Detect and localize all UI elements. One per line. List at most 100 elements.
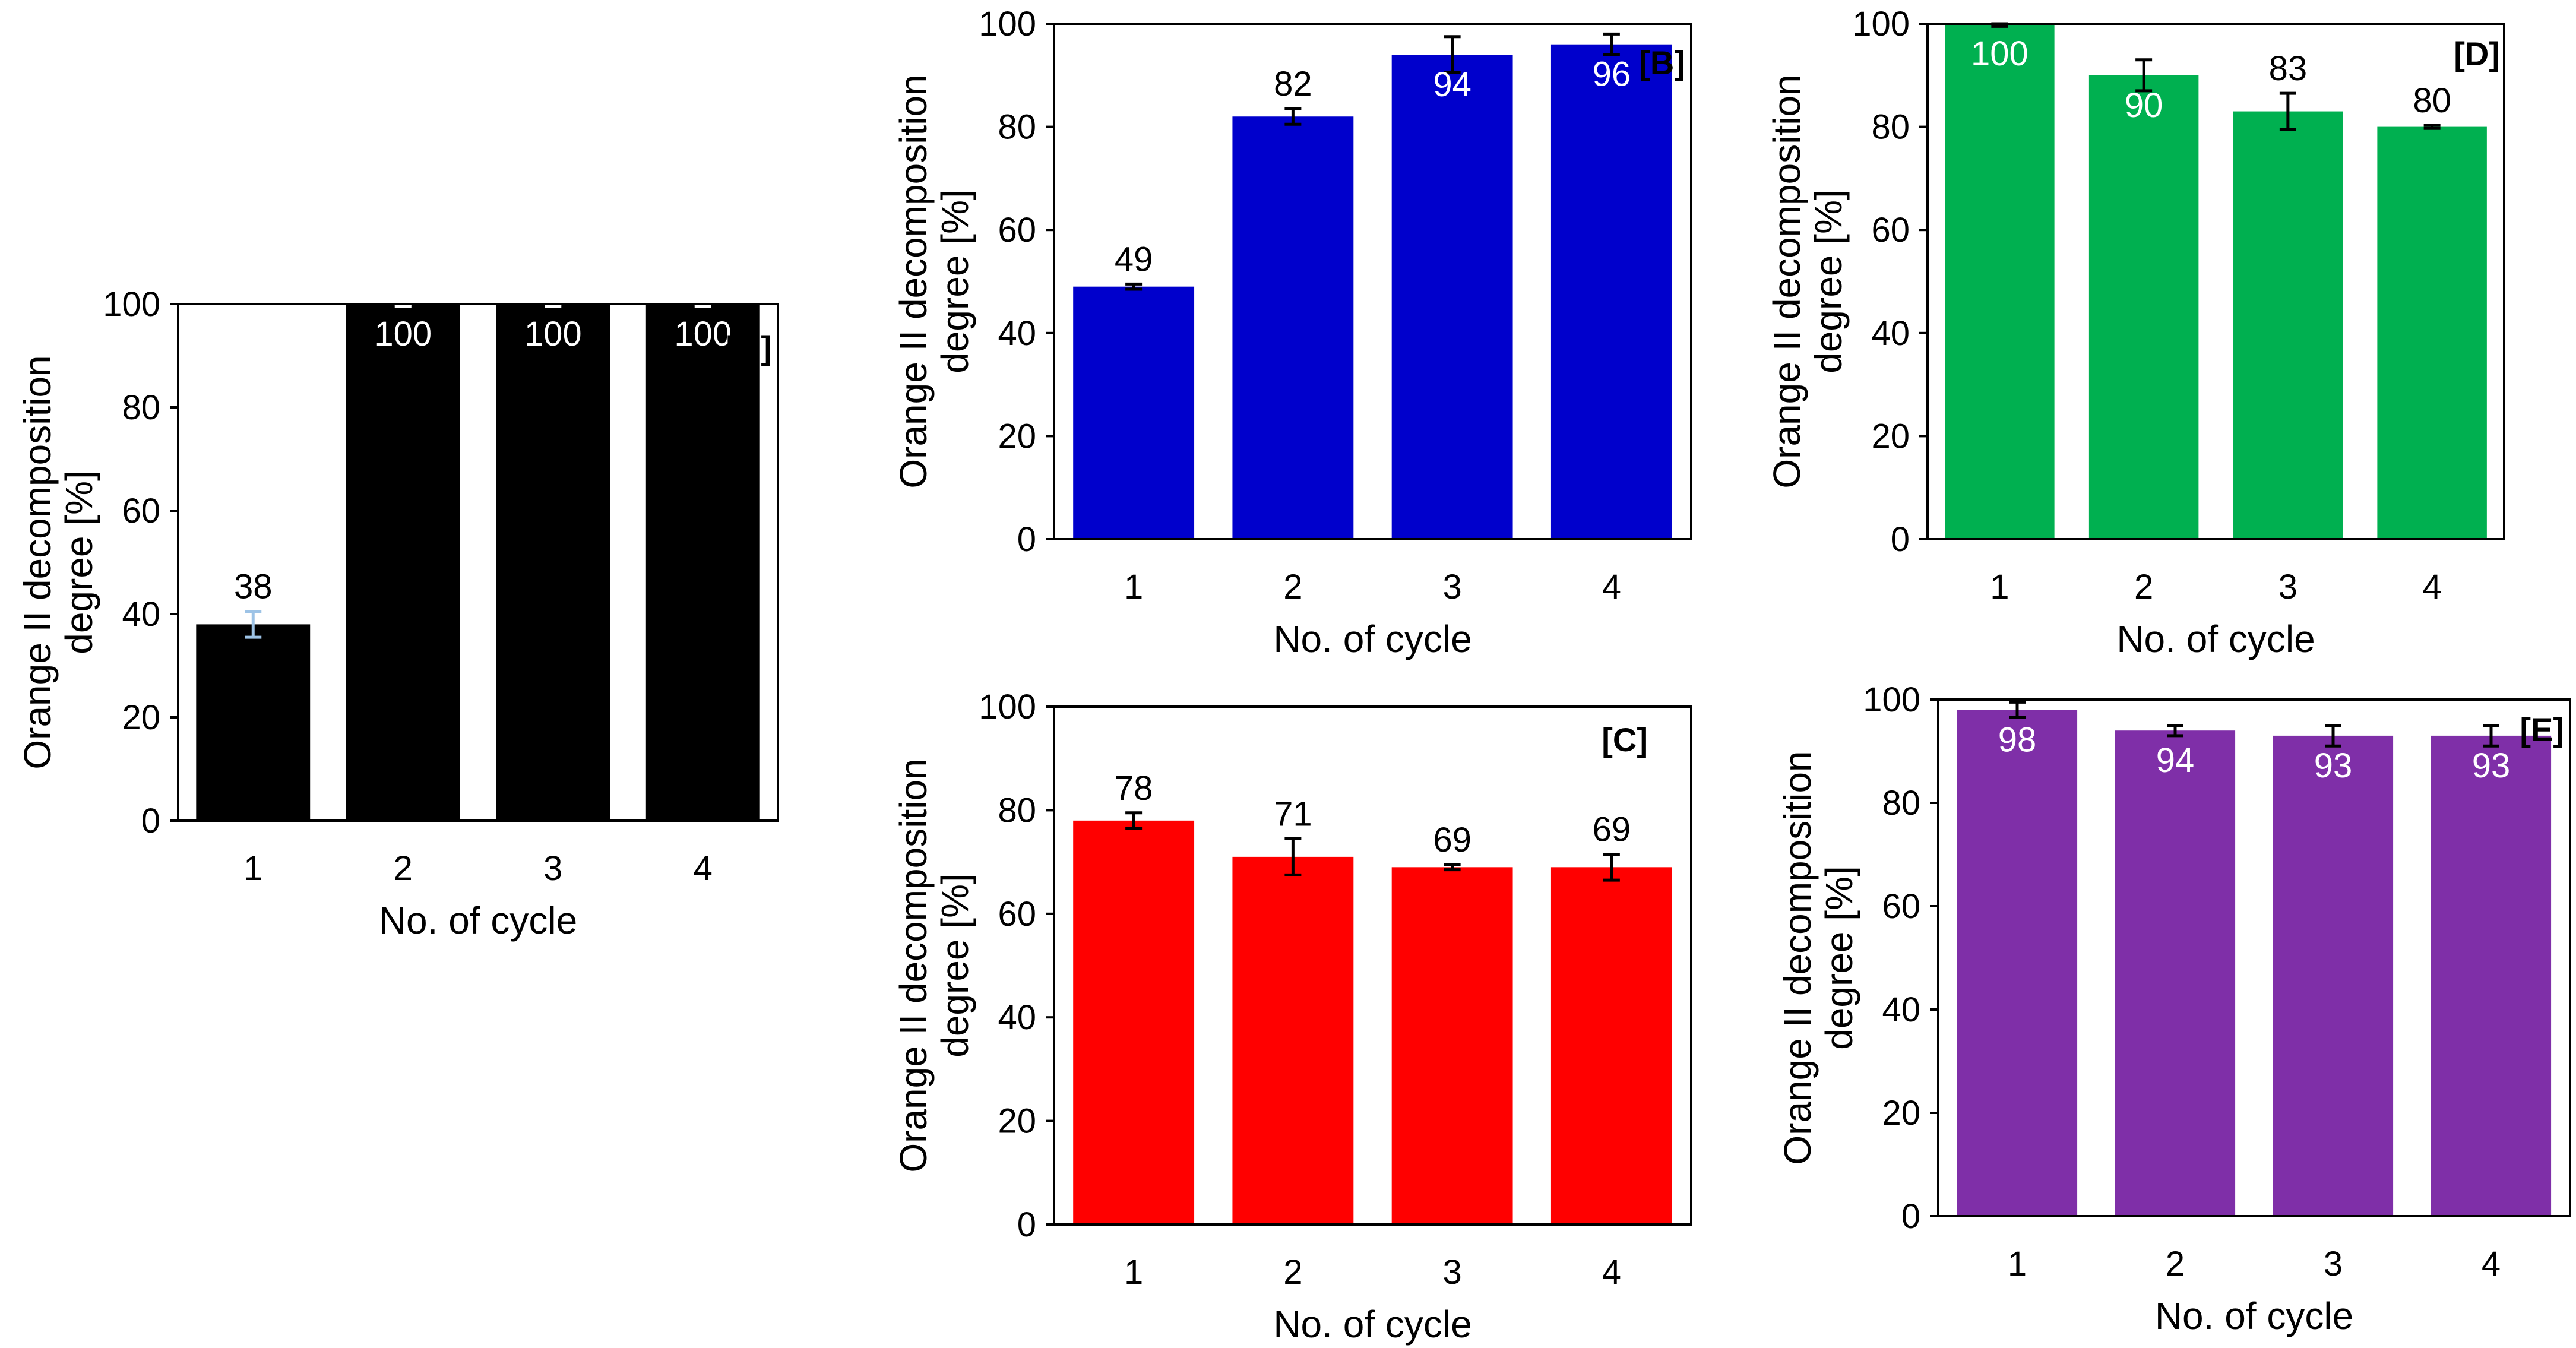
error-bar-c-cycle-3 [1444, 863, 1461, 872]
bar-a-cycle-1 [196, 624, 311, 821]
bar-b-cycle-2 [1232, 116, 1354, 540]
y-tick-label: 0 [1017, 520, 1036, 559]
error-bar-e-cycle-2 [2167, 724, 2183, 738]
x-axis-title: No. of cycle [379, 899, 577, 942]
x-tick-label: 1 [1124, 1253, 1143, 1292]
data-label: 93 [2472, 746, 2511, 785]
data-label: 38 [234, 568, 273, 606]
data-label: 82 [1274, 65, 1312, 103]
error-bar-c-cycle-1 [1125, 811, 1143, 830]
y-tick-label: 20 [122, 698, 160, 737]
x-axis-title: No. of cycle [1273, 1303, 1471, 1346]
bar-c-cycle-4 [1550, 867, 1672, 1224]
plot-frame [1053, 705, 1692, 1226]
y-tick-label: 60 [1882, 887, 1920, 926]
x-tick-label: 3 [1442, 568, 1461, 606]
x-tick-label: 3 [1442, 1253, 1461, 1292]
bar-c-cycle-2 [1232, 856, 1354, 1224]
y-tick-label: 60 [998, 895, 1036, 934]
y-tick-label: 0 [1901, 1197, 1920, 1236]
y-tick-label: 80 [1871, 108, 1910, 147]
data-label: 93 [2314, 746, 2353, 785]
x-tick-label: 1 [243, 849, 262, 888]
y-tick-label: 0 [1017, 1205, 1036, 1244]
chart-panel-c: 78 71 69 69 0 20 40 60 80 100 1 2 3 4 No. of cycle Oran… [892, 688, 1692, 1346]
bar-b-cycle-1 [1073, 286, 1195, 539]
y-axis-title-line2: degree [%] [933, 874, 976, 1058]
chart-panel-d: 100 90 83 80 0 20 40 60 80 100 1 2 3 4 No. of cycle Ora… [1765, 5, 2505, 660]
bar-b-cycle-4 [1550, 44, 1672, 540]
panel-tag: [D] [2454, 35, 2500, 72]
panel-tag: [C] [1602, 721, 1648, 758]
y-axis-title-line2: degree [%] [933, 189, 976, 374]
y-axis-title-line2: degree [%] [1807, 189, 1850, 374]
y-axis-title-line2: degree [%] [58, 470, 100, 654]
y-tick-label: 80 [998, 791, 1036, 830]
y-axis-title-line1: Orange II decomposition [892, 758, 935, 1172]
x-axis-title: No. of cycle [2155, 1295, 2353, 1337]
data-label: 100 [374, 315, 432, 353]
y-tick-label: 100 [979, 688, 1036, 726]
bar-e-cycle-2 [2115, 730, 2236, 1216]
data-label: 94 [1433, 65, 1471, 104]
data-label: 78 [1115, 769, 1153, 808]
y-tick-label: 60 [1871, 211, 1910, 249]
bar-c-cycle-3 [1391, 867, 1513, 1224]
y-tick-label: 100 [1863, 681, 1920, 719]
bar-a-cycle-2 [346, 304, 460, 821]
chart-panel-e: 98 94 93 93 0 20 40 60 80 100 1 2 3 4 No. of cycle Oran… [1776, 681, 2571, 1337]
y-tick-label: 40 [1871, 314, 1910, 353]
panel-tag: [E] [2520, 711, 2564, 748]
data-label: 69 [1433, 821, 1471, 859]
y-tick-label: 0 [141, 802, 160, 840]
y-tick-label: 40 [998, 314, 1036, 353]
bar-e-cycle-4 [2431, 735, 2552, 1216]
y-tick-label: 20 [998, 1102, 1036, 1141]
data-label: 80 [2413, 81, 2451, 120]
y-axis-title-line2: degree [%] [1818, 866, 1860, 1050]
bar-e-cycle-1 [1957, 710, 2078, 1216]
x-tick-label: 3 [2278, 568, 2297, 606]
data-label: 94 [2156, 741, 2195, 780]
panel-tag: [B] [1639, 44, 1685, 81]
bar-a-cycle-3 [496, 304, 610, 821]
bar-b-cycle-3 [1391, 55, 1513, 539]
data-label: 96 [1593, 55, 1631, 94]
y-tick-label: 80 [998, 108, 1036, 147]
x-axis-title: No. of cycle [1273, 618, 1471, 660]
bar-d-cycle-4 [2377, 126, 2487, 540]
error-bar-d-cycle-3 [2279, 91, 2296, 131]
x-tick-label: 1 [1124, 568, 1143, 606]
x-tick-label: 2 [394, 849, 413, 888]
y-tick-label: 20 [1871, 417, 1910, 455]
data-label: 98 [1998, 720, 2037, 759]
y-tick-label: 60 [122, 492, 160, 530]
y-tick-label: 0 [1891, 520, 1910, 559]
y-tick-label: 20 [998, 417, 1036, 455]
data-label: 83 [2269, 49, 2308, 88]
x-tick-label: 2 [1283, 568, 1302, 606]
data-label: 49 [1115, 240, 1153, 279]
error-bar-e-cycle-3 [2325, 724, 2341, 748]
bar-d-cycle-2 [2088, 75, 2199, 540]
bar-d-cycle-3 [2233, 111, 2343, 539]
error-bar-b-cycle-2 [1284, 107, 1302, 126]
data-label: 100 [1971, 34, 2028, 73]
data-label: 100 [674, 315, 732, 353]
error-bar-c-cycle-2 [1284, 837, 1302, 876]
data-label: 71 [1274, 795, 1312, 833]
x-tick-label: 4 [2482, 1245, 2501, 1283]
y-tick-label: 40 [122, 595, 160, 634]
bar-c-cycle-1 [1073, 820, 1195, 1224]
y-tick-label: 40 [998, 998, 1036, 1037]
y-tick-label: 80 [1882, 784, 1920, 822]
error-bar-d-cycle-2 [2135, 58, 2153, 93]
y-tick-label: 20 [1882, 1094, 1920, 1132]
bar-e-cycle-3 [2273, 735, 2394, 1216]
x-tick-label: 2 [2166, 1245, 2185, 1283]
error-bar-b-cycle-1 [1125, 282, 1143, 291]
plot-frame [1926, 23, 2505, 540]
x-axis-title: No. of cycle [2116, 618, 2315, 660]
bar-d-cycle-1 [1945, 24, 2055, 539]
y-axis-title-line1: Orange II decomposition [1765, 74, 1808, 488]
